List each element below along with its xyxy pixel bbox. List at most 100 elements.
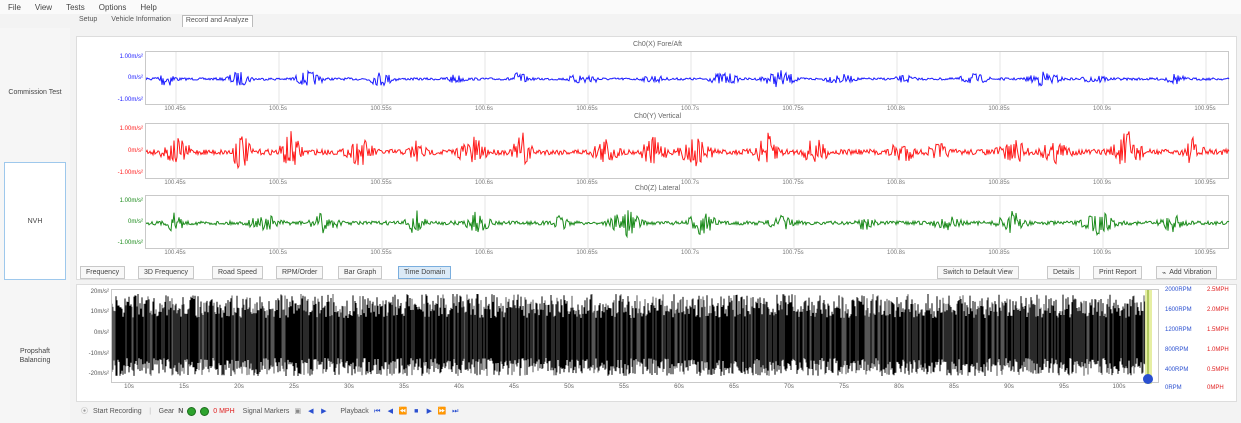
menu-bar: File View Tests Options Help (0, 0, 1241, 14)
tab-record-and-analyze[interactable]: Record and Analyze (181, 15, 253, 27)
gear-value: N (178, 407, 184, 415)
rpm-order-button[interactable]: RPM/Order (276, 266, 324, 279)
x-tick: 10s (124, 384, 134, 390)
x-tick: 100.55s (370, 106, 392, 112)
skip-end-icon[interactable]: ⏭ (452, 407, 459, 415)
x-tick: 80s (894, 384, 904, 390)
mph-tick: 1.5MPH (1207, 327, 1229, 333)
status-bar: ⦿ Start Recording | Gear N 0 MPH Signal … (80, 404, 1180, 418)
y-tick-top: 1.00m/s² (119, 54, 143, 60)
mph-tick: 2.0MPH (1207, 307, 1229, 313)
rpm-tick: 0RPM (1165, 385, 1182, 391)
marker-prev-icon[interactable]: ◀ (308, 407, 314, 415)
sidebar-item-propshaft-balancing[interactable]: Propshaft Balancing (19, 348, 51, 364)
start-recording-label[interactable]: Start Recording (93, 407, 142, 415)
x-tick: 100.5s (268, 250, 288, 256)
sidebar-item-commission-test[interactable]: Commission Test (8, 88, 62, 96)
marker-icon[interactable]: ▣ (294, 407, 302, 415)
mph-tick: 1.0MPH (1207, 347, 1229, 353)
x-tick: 15s (179, 384, 189, 390)
playback-label: Playback (340, 407, 369, 415)
sidebar-item-nvh[interactable]: NVH (4, 162, 66, 280)
chart-lateral: Ch0(Z) Lateral 1.00m/s² 0m/s² -1.00m/s² … (77, 185, 1238, 256)
menu-tests[interactable]: Tests (66, 3, 85, 12)
rpm-tick: 800RPM (1165, 347, 1189, 353)
x-tick: 100.65s (576, 180, 598, 186)
time-domain-button[interactable]: Time Domain (398, 266, 452, 279)
x-tick: 100.45s (164, 106, 186, 112)
tab-bar: Setup Vehicle Information Record and Ana… (76, 15, 253, 27)
skip-start-icon[interactable]: ⏮ (374, 407, 381, 415)
x-tick: 100.65s (576, 250, 598, 256)
y-tick: 0m/s² (94, 330, 109, 336)
x-tick: 100.7s (680, 250, 700, 256)
marker-next-icon[interactable]: ▶ (321, 407, 327, 415)
x-tick: 30s (344, 384, 354, 390)
tab-setup[interactable]: Setup (79, 16, 98, 23)
playhead-handle[interactable] (1143, 374, 1153, 384)
x-tick: 100.7s (680, 180, 700, 186)
gear-up-icon[interactable] (187, 406, 197, 416)
x-tick: 100.85s (988, 250, 1010, 256)
frequency-button[interactable]: Frequency (80, 266, 126, 279)
x-tick: 100s (1112, 384, 1126, 390)
x-tick: 20s (234, 384, 244, 390)
x-tick: 35s (399, 384, 409, 390)
x-tick: 55s (619, 384, 629, 390)
overview-plot-area[interactable] (111, 289, 1159, 384)
add-vibration-label: Add Vibration (1169, 269, 1212, 276)
x-tick: 45s (509, 384, 519, 390)
3d-frequency-button[interactable]: 3D Frequency (138, 266, 194, 279)
y-tick: -20m/s² (88, 371, 109, 377)
stop-icon[interactable]: ■ (414, 407, 419, 415)
switch-default-view-button[interactable]: Switch to Default View (937, 266, 1019, 279)
x-tick: 100.9s (1092, 180, 1112, 186)
step-back-icon[interactable]: ◀ (387, 407, 393, 415)
fast-forward-icon[interactable]: ⏩ (437, 407, 447, 415)
mph-tick: 2.5MPH (1207, 287, 1229, 293)
print-report-button[interactable]: Print Report (1093, 266, 1143, 279)
x-tick: 100.8s (886, 250, 906, 256)
menu-file[interactable]: File (8, 3, 21, 12)
chart-plot-area[interactable] (145, 51, 1230, 106)
x-tick: 100.75s (782, 180, 804, 186)
x-tick: 25s (289, 384, 299, 390)
x-tick: 100.85s (988, 180, 1010, 186)
gear-down-icon[interactable] (200, 406, 210, 416)
x-tick: 100.95s (1194, 106, 1216, 112)
gear-label: Gear (158, 407, 175, 415)
menu-options[interactable]: Options (98, 3, 127, 12)
menu-help[interactable]: Help (140, 3, 157, 12)
x-tick: 100.6s (474, 180, 494, 186)
y-tick-zero: 0m/s² (128, 75, 143, 81)
chart-plot-area[interactable] (145, 195, 1230, 250)
x-tick: 95s (1059, 384, 1069, 390)
x-tick: 100.5s (268, 180, 288, 186)
chart-title: Ch0(Y) Vertical (633, 113, 682, 120)
x-tick: 100.8s (886, 180, 906, 186)
bar-graph-button[interactable]: Bar Graph (338, 266, 383, 279)
record-icon[interactable]: ⦿ (81, 407, 88, 415)
details-button[interactable]: Details (1047, 266, 1081, 279)
chart-title: Ch0(Z) Lateral (634, 185, 681, 192)
chart-plot-area[interactable] (145, 123, 1230, 180)
chart-fore-aft: Ch0(X) Fore/Aft 1.00m/s² 0m/s² -1.00m/s²… (77, 41, 1238, 112)
waveform-y (146, 124, 1230, 180)
y-tick-bottom: -1.00m/s² (117, 170, 143, 176)
x-tick: 70s (784, 384, 794, 390)
x-tick: 100.75s (782, 106, 804, 112)
x-tick: 100.65s (576, 106, 598, 112)
road-speed-button[interactable]: Road Speed (212, 266, 263, 279)
waveform-z (146, 196, 1230, 250)
play-icon[interactable]: ▶ (426, 407, 432, 415)
x-tick: 100.75s (782, 250, 804, 256)
mph-tick: 0.5MPH (1207, 367, 1229, 373)
add-vibration-button[interactable]: ⌁ Add Vibration (1156, 266, 1218, 279)
x-tick: 100.6s (474, 250, 494, 256)
rpm-tick: 400RPM (1165, 367, 1189, 373)
x-tick: 100.95s (1194, 250, 1216, 256)
menu-view[interactable]: View (34, 3, 53, 12)
x-tick: 100.9s (1092, 250, 1112, 256)
tab-vehicle-information[interactable]: Vehicle Information (111, 16, 171, 23)
rewind-icon[interactable]: ⏪ (398, 407, 408, 415)
